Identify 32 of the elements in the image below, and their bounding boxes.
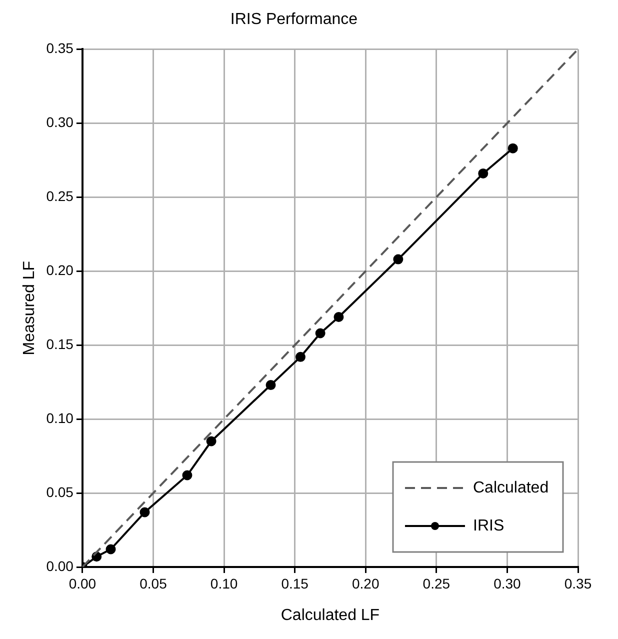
- legend-label: Calculated: [473, 479, 549, 496]
- point: [393, 254, 404, 264]
- x-tick-label: 0.10: [210, 575, 238, 592]
- x-tick-label: 0.00: [68, 575, 96, 592]
- point: [334, 312, 344, 322]
- point: [182, 470, 192, 480]
- y-tick-label: 0.10: [46, 410, 74, 426]
- point: [266, 380, 276, 390]
- point: [508, 143, 518, 154]
- point: [295, 352, 306, 362]
- x-tick-label: 0.20: [352, 575, 380, 592]
- point: [140, 507, 150, 518]
- x-tick-label: 0.35: [564, 575, 592, 592]
- chart-title: IRIS Performance: [230, 11, 358, 28]
- x-tick-label: 0.25: [422, 575, 450, 592]
- point: [478, 168, 488, 178]
- point: [315, 328, 326, 338]
- y-tick-label: 0.00: [46, 558, 74, 574]
- y-tick-label: 0.05: [46, 484, 74, 500]
- x-tick-label: 0.30: [494, 575, 522, 592]
- legend-label: IRIS: [473, 517, 504, 534]
- y-tick-label: 0.20: [46, 262, 74, 278]
- y-tick-label: 0.35: [46, 40, 74, 56]
- y-tick-label: 0.30: [46, 114, 74, 130]
- y-axis-title: Measured LF: [21, 260, 38, 356]
- y-tick-label: 0.15: [46, 336, 74, 352]
- x-tick-label: 0.05: [140, 575, 168, 592]
- point: [106, 544, 116, 554]
- x-tick-label: 0.15: [281, 575, 309, 592]
- y-tick-label: 0.25: [46, 188, 74, 204]
- point: [206, 436, 216, 446]
- x-axis-title: Calculated LF: [280, 606, 380, 624]
